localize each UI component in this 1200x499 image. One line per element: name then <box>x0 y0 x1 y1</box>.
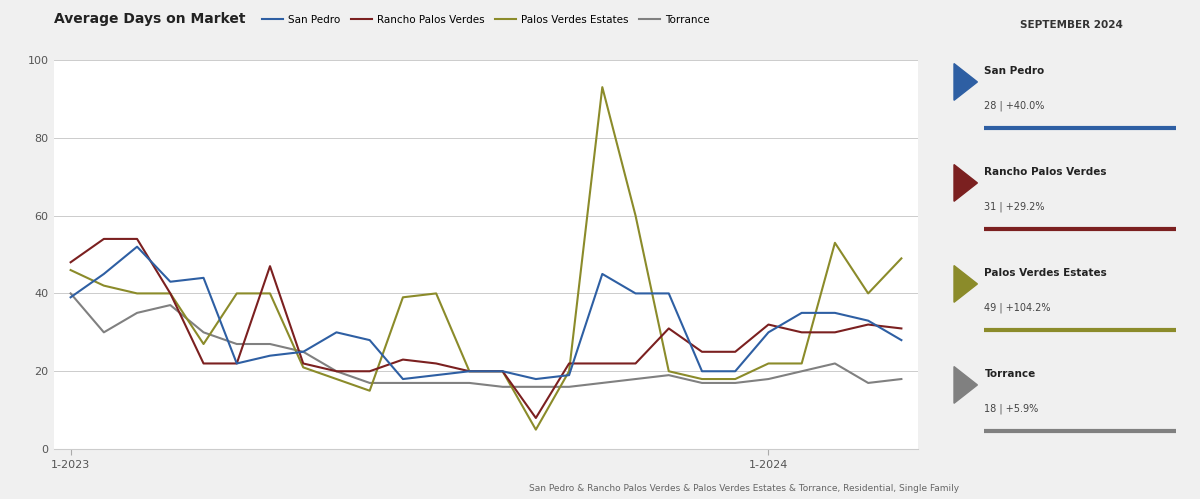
Text: 18 | +5.9%: 18 | +5.9% <box>984 403 1039 414</box>
Text: San Pedro: San Pedro <box>984 66 1045 76</box>
Text: Average Days on Market: Average Days on Market <box>54 12 246 26</box>
Text: 49 | +104.2%: 49 | +104.2% <box>984 302 1051 313</box>
Text: San Pedro & Rancho Palos Verdes & Palos Verdes Estates & Torrance, Residential, : San Pedro & Rancho Palos Verdes & Palos … <box>529 484 959 493</box>
Polygon shape <box>954 165 977 201</box>
Text: SEPTEMBER 2024: SEPTEMBER 2024 <box>1020 20 1122 30</box>
Text: 28 | +40.0%: 28 | +40.0% <box>984 100 1045 111</box>
Legend: San Pedro, Rancho Palos Verdes, Palos Verdes Estates, Torrance: San Pedro, Rancho Palos Verdes, Palos Ve… <box>258 10 714 29</box>
Polygon shape <box>954 265 977 302</box>
Text: 31 | +29.2%: 31 | +29.2% <box>984 201 1045 212</box>
Text: Palos Verdes Estates: Palos Verdes Estates <box>984 268 1108 278</box>
Polygon shape <box>954 367 977 403</box>
Text: Rancho Palos Verdes: Rancho Palos Verdes <box>984 167 1106 177</box>
Polygon shape <box>954 63 977 100</box>
Text: Torrance: Torrance <box>984 369 1036 379</box>
